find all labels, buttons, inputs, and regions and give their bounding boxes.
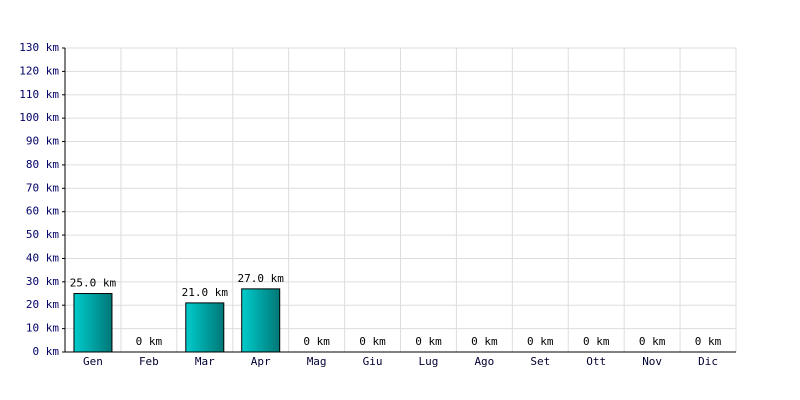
- value-label: 0 km: [303, 335, 330, 348]
- y-tick-label: 50 km: [26, 228, 59, 241]
- y-tick-label: 110 km: [19, 88, 59, 101]
- x-tick-label: Ago: [474, 355, 494, 368]
- x-tick-label: Nov: [642, 355, 662, 368]
- value-label: 0 km: [415, 335, 442, 348]
- x-tick-label: Mag: [307, 355, 327, 368]
- x-tick-label: Feb: [139, 355, 159, 368]
- value-label: 0 km: [527, 335, 554, 348]
- y-tick-label: 100 km: [19, 111, 59, 124]
- value-label: 25.0 km: [70, 277, 117, 290]
- bar: [185, 302, 225, 353]
- value-label: 0 km: [695, 335, 722, 348]
- value-label: 0 km: [639, 335, 666, 348]
- x-tick-label: Apr: [251, 355, 271, 368]
- y-tick-label: 80 km: [26, 158, 59, 171]
- value-label: 0 km: [359, 335, 386, 348]
- y-tick-label: 70 km: [26, 181, 59, 194]
- value-label: 0 km: [471, 335, 498, 348]
- y-tick-label: 130 km: [19, 41, 59, 54]
- value-label: 0 km: [136, 335, 163, 348]
- x-tick-label: Lug: [419, 355, 439, 368]
- x-tick-label: Set: [530, 355, 550, 368]
- value-label: 27.0 km: [238, 272, 285, 285]
- y-tick-label: 40 km: [26, 251, 59, 264]
- x-tick-label: Giu: [363, 355, 383, 368]
- y-tick-label: 60 km: [26, 205, 59, 218]
- bar: [73, 293, 113, 353]
- value-label: 21.0 km: [182, 286, 229, 299]
- y-tick-label: 0 km: [33, 345, 60, 358]
- x-tick-label: Mar: [195, 355, 215, 368]
- y-tick-label: 20 km: [26, 298, 59, 311]
- x-tick-label: Ott: [586, 355, 606, 368]
- y-tick-label: 120 km: [19, 64, 59, 77]
- value-label: 0 km: [583, 335, 610, 348]
- x-tick-label: Dic: [698, 355, 718, 368]
- y-tick-label: 10 km: [26, 322, 59, 335]
- y-tick-label: 30 km: [26, 275, 59, 288]
- x-tick-label: Gen: [83, 355, 103, 368]
- bar: [241, 288, 281, 353]
- y-tick-label: 90 km: [26, 135, 59, 148]
